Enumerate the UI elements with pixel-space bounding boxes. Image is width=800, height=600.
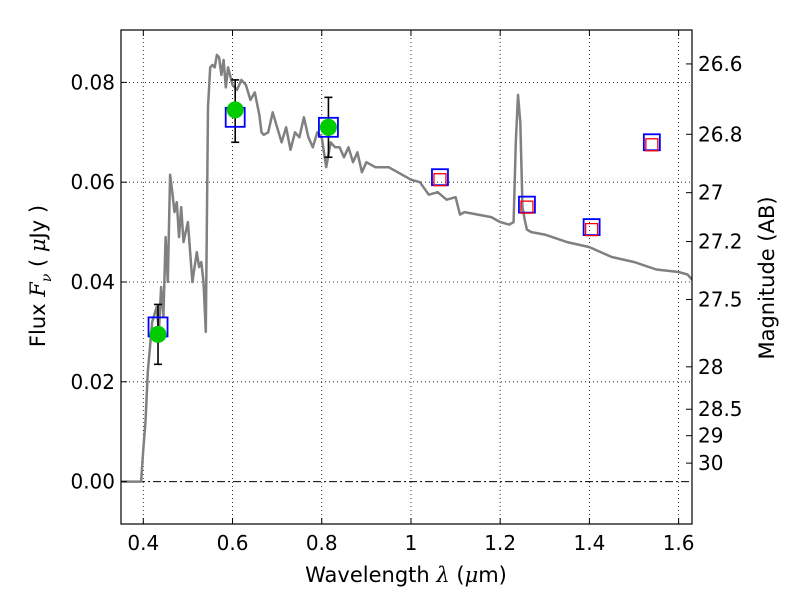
x-tick-label: 0.6 [217,531,249,555]
bandpass-inner-square [584,222,599,237]
y-axis-ticks: 0.00 0.02 0.04 0.06 0.08 [70,70,127,494]
magnitude-axis-ticks: 26.6 26.8 27 27.2 27.5 28 28.5 29 30 [686,52,743,475]
y-tick-label: 0.04 [70,270,115,294]
bandpass-inner-square [645,138,659,152]
x-tick-label: 0.8 [306,531,338,555]
y-tick-label: 0.08 [70,70,115,94]
x-tick-label: 1.4 [573,531,605,555]
bandpass-inner-square [433,173,447,187]
magnitude-tick-label: 30 [698,451,723,475]
x-tick-label: 1.6 [663,531,695,555]
x-axis-title: Wavelength λ (μm) [305,563,507,587]
plot-area [121,53,692,483]
magnitude-tick-label: 27.2 [698,230,743,254]
magnitude-axis-title: Magnitude (AB) [755,196,779,359]
observed-points [149,101,337,343]
x-tick-label: 0.4 [127,531,159,555]
model-sed-line [121,53,692,483]
y-tick-label: 0.02 [70,370,115,394]
plot-frame [120,29,693,525]
model-bandpass-inner-squares [433,138,659,237]
magnitude-tick-label: 26.6 [698,52,743,76]
y-tick-label: 0.00 [70,470,115,494]
magnitude-tick-label: 29 [698,424,723,448]
bandpass-square [318,116,339,138]
observed-point [319,118,337,136]
magnitude-tick-label: 27 [698,181,723,205]
observed-point [149,325,167,343]
x-tick-label: 1 [405,531,418,555]
bandpass-inner-square [520,200,534,214]
observed-point [226,101,244,119]
x-tick-label: 1.2 [484,531,516,555]
magnitude-tick-label: 28 [698,355,723,379]
magnitude-tick-label: 27.5 [698,287,743,311]
x-axis-ticks: 0.4 0.6 0.8 1 1.2 1.4 1.6 [127,30,695,555]
y-tick-label: 0.06 [70,170,115,194]
magnitude-tick-label: 28.5 [698,397,743,421]
magnitude-tick-label: 26.8 [698,122,743,146]
y-axis-title: Flux Fν ( μJy ) [26,205,55,347]
